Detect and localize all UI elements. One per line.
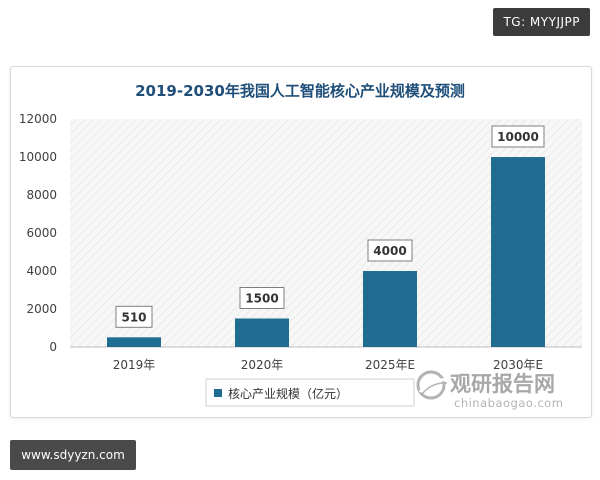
x-tick-label: 2030年E	[493, 358, 543, 372]
x-tick-label: 2019年	[113, 358, 156, 372]
data-label: 10000	[497, 130, 539, 144]
y-axis-ticks: 0 2000 4000 6000 8000 10000 12000	[19, 112, 57, 354]
watermark-name: 观研报告网	[450, 372, 555, 396]
legend-label: 核心产业规模（亿元）	[228, 386, 348, 401]
data-label: 510	[121, 310, 146, 324]
bar	[491, 157, 545, 347]
legend-box	[205, 378, 415, 407]
y-tick-label: 12000	[19, 112, 57, 126]
y-tick-label: 6000	[26, 226, 57, 240]
tg-badge: TG: MYYJJPP	[493, 8, 590, 36]
data-label-box	[115, 305, 153, 328]
data-label-box	[239, 287, 285, 309]
y-tick-label: 2000	[26, 302, 57, 316]
data-label: 1500	[245, 292, 278, 306]
x-tick-label: 2020年	[241, 358, 284, 372]
bar	[363, 271, 417, 347]
x-axis-ticks: 2019年 2020年 2025年E 2030年E	[113, 358, 543, 372]
data-label-box	[367, 239, 413, 262]
legend: 核心产业规模（亿元）	[205, 378, 415, 407]
x-tick-label: 2025年E	[365, 358, 415, 372]
y-tick-label: 0	[49, 340, 57, 354]
site-badge: www.sdyyzn.com	[10, 440, 136, 470]
y-tick-label: 4000	[26, 264, 57, 278]
bar	[235, 318, 289, 347]
data-label-box	[491, 125, 545, 148]
y-tick-label: 10000	[19, 150, 57, 164]
bars: 510 1500 4000 10000	[107, 125, 545, 347]
y-tick-label: 8000	[26, 188, 57, 202]
watermark-url: chinabaogao.com	[454, 396, 563, 410]
watermark: 观研报告网 chinabaogao.com	[416, 370, 563, 410]
watermark-logo-icon	[416, 370, 448, 400]
chart-title: 2019-2030年我国人工智能核心产业规模及预测	[135, 82, 465, 100]
legend-swatch	[214, 389, 222, 397]
data-label: 4000	[373, 244, 406, 258]
bar	[107, 337, 161, 347]
